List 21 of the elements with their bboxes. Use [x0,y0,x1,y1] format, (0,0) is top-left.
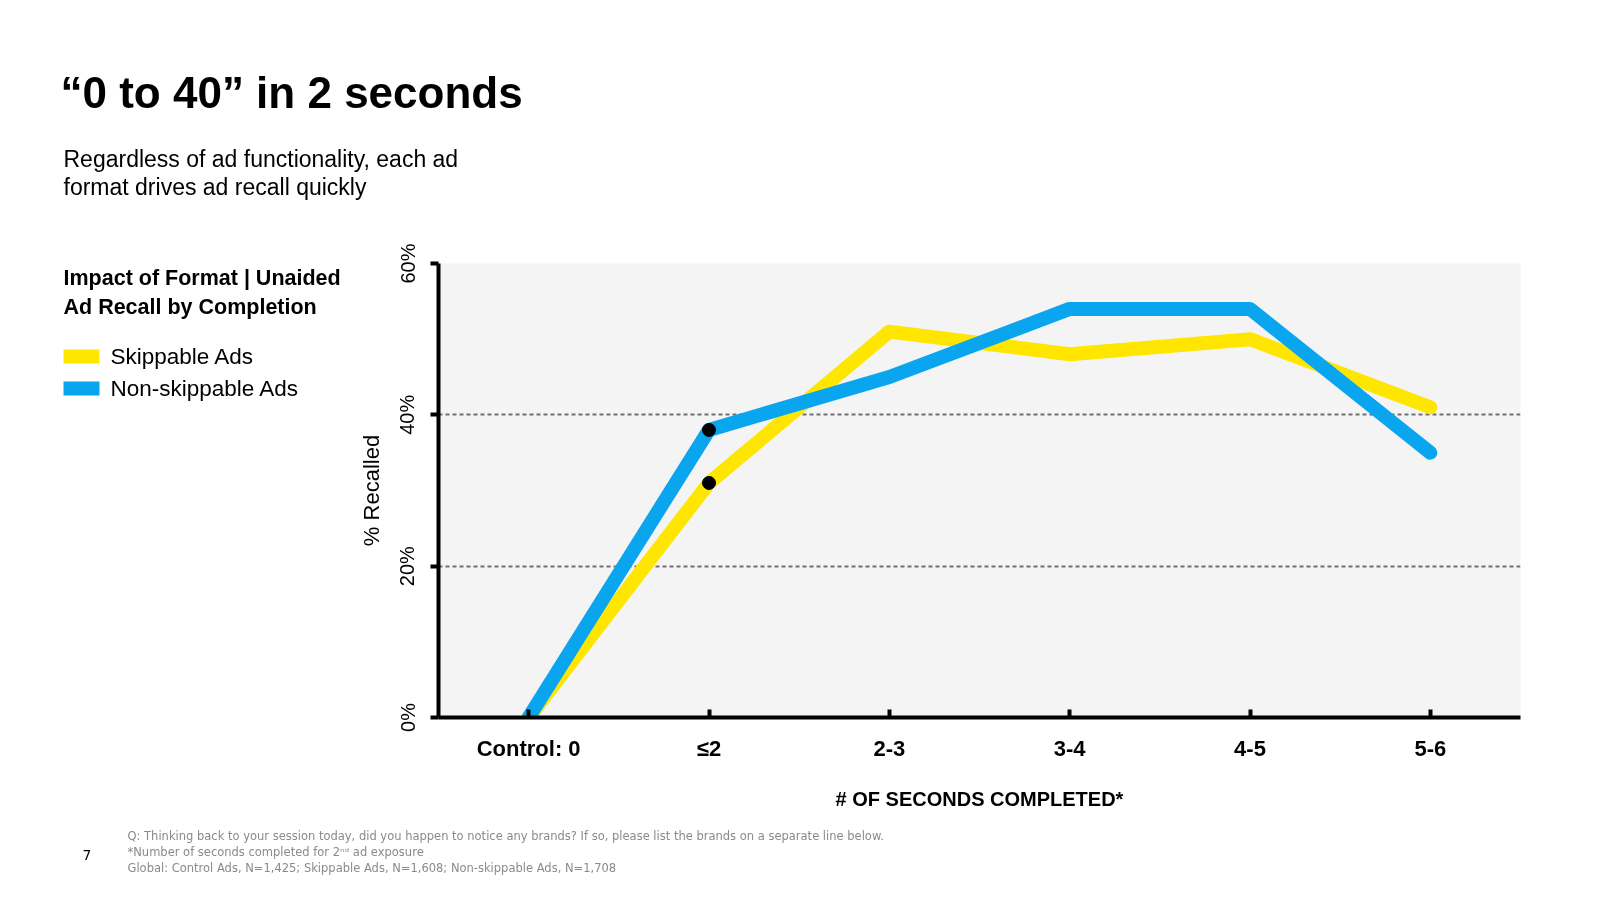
y-axis-title: % Recalled [358,434,384,547]
legend-label: Non-skippable Ads [110,376,299,401]
x-axis-title: # OF SECONDS COMPLETED* [835,787,1124,810]
legend-label: Skippable Ads [110,344,254,369]
x-tick-label: Control: 0 [476,735,581,761]
text: *Number of seconds completed for 2ⁿᵈ ad exposure [127,844,424,859]
y-tick-label: 0% [396,702,419,732]
text: Q: Thinking back to your session today, did you happen to notice any brands? If so, please list the brands on a separate line below. [127,828,884,843]
x-tick-label: 2-3 [873,735,906,761]
chart-subtitle: Regardless of ad functionality, each ad format drives ad recall quickly [63,145,459,200]
chart-title: “0 to 40” in 2 seconds [60,68,523,117]
x-tick-label: 4-5 [1234,735,1266,761]
y-tick-label: 60% [396,243,419,284]
x-tick-label: 5-6 [1414,735,1447,761]
legend-title: Impact of Format | Unaided Ad Recall by Completion [63,265,341,319]
text: 7 [82,846,92,863]
text: Global: Control Ads, N=1,425; Skippable Ads, N=1,608; Non-skippable Ads, N=1,708 [127,860,617,875]
x-tick-label: 3-4 [1053,735,1087,761]
x-tick-label: ≤2 [696,735,722,761]
y-tick-label: 20% [396,545,419,587]
y-tick-label: 40% [396,394,419,435]
